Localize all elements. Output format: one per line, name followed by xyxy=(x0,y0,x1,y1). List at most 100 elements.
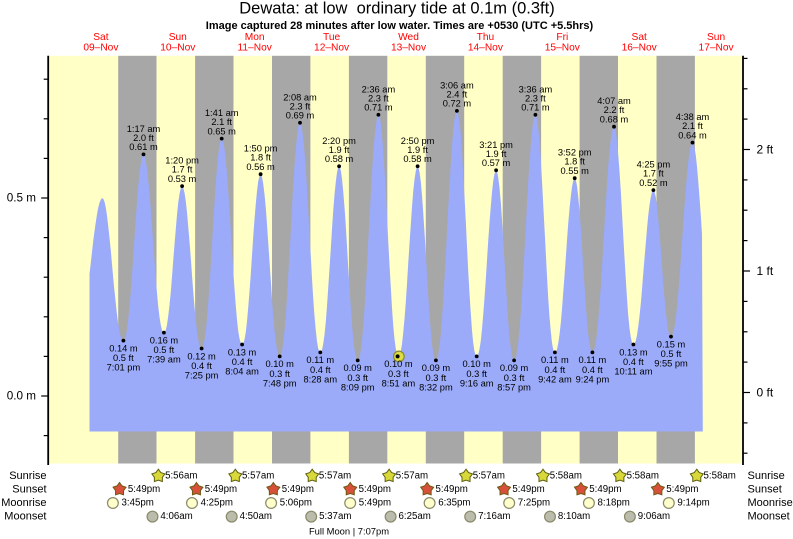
svg-text:15–Nov: 15–Nov xyxy=(545,42,581,53)
svg-text:9:06am: 9:06am xyxy=(638,511,670,522)
svg-text:6:25am: 6:25am xyxy=(399,511,431,522)
svg-text:11–Nov: 11–Nov xyxy=(238,42,273,53)
svg-text:0.13 m: 0.13 m xyxy=(228,347,257,357)
svg-text:2.1 ft: 2.1 ft xyxy=(211,117,232,127)
svg-text:Full Moon | 7:07pm: Full Moon | 7:07pm xyxy=(309,525,389,536)
svg-text:Mon: Mon xyxy=(245,32,265,43)
svg-text:0.4 ft: 0.4 ft xyxy=(582,365,603,375)
svg-text:0.56 m: 0.56 m xyxy=(246,162,275,172)
svg-text:0.5 ft: 0.5 ft xyxy=(154,345,175,355)
svg-text:Image captured 28 minutes afte: Image captured 28 minutes after low wate… xyxy=(206,20,594,32)
svg-text:0.58 m: 0.58 m xyxy=(403,154,432,164)
svg-text:5:49pm: 5:49pm xyxy=(282,484,314,495)
svg-text:0.68 m: 0.68 m xyxy=(600,115,629,125)
svg-text:5:49pm: 5:49pm xyxy=(512,484,544,495)
svg-text:0.11 m: 0.11 m xyxy=(306,355,334,365)
svg-text:0.09 m: 0.09 m xyxy=(343,363,372,373)
svg-text:0.5 ft: 0.5 ft xyxy=(661,349,682,359)
svg-text:Moonset: Moonset xyxy=(748,511,790,523)
svg-text:3:21 pm: 3:21 pm xyxy=(479,140,513,150)
svg-text:1:20 pm: 1:20 pm xyxy=(165,156,199,166)
svg-text:0.5 ft: 0.5 ft xyxy=(113,353,134,363)
svg-text:5:58am: 5:58am xyxy=(627,471,659,482)
svg-text:0.55 m: 0.55 m xyxy=(560,166,589,176)
svg-text:9:24 pm: 9:24 pm xyxy=(576,374,610,384)
svg-text:3:52 pm: 3:52 pm xyxy=(558,148,592,158)
svg-text:0.61 m: 0.61 m xyxy=(129,142,158,152)
svg-text:0.64 m: 0.64 m xyxy=(678,130,707,140)
svg-text:Sun: Sun xyxy=(707,32,725,43)
svg-text:1.8 ft: 1.8 ft xyxy=(564,157,585,167)
svg-text:1.8 ft: 1.8 ft xyxy=(250,153,271,163)
svg-text:2.0 ft: 2.0 ft xyxy=(133,133,154,143)
svg-text:4:25pm: 4:25pm xyxy=(201,498,233,509)
svg-text:5:49pm: 5:49pm xyxy=(436,484,468,495)
svg-text:2:36 am: 2:36 am xyxy=(362,84,396,94)
svg-text:2.3 ft: 2.3 ft xyxy=(368,93,389,103)
svg-text:0.57 m: 0.57 m xyxy=(482,158,511,168)
svg-text:5:57am: 5:57am xyxy=(319,471,351,482)
svg-text:0.4 ft: 0.4 ft xyxy=(191,361,212,371)
svg-text:5:56am: 5:56am xyxy=(165,471,197,482)
svg-text:7:01 pm: 7:01 pm xyxy=(107,363,141,373)
svg-text:5:49pm: 5:49pm xyxy=(359,484,391,495)
svg-text:9:42 am: 9:42 am xyxy=(538,374,572,384)
svg-text:0.3 ft: 0.3 ft xyxy=(466,369,487,379)
svg-text:0.5 m: 0.5 m xyxy=(7,192,36,205)
svg-text:0.15 m: 0.15 m xyxy=(657,339,686,349)
svg-text:5:49pm: 5:49pm xyxy=(205,484,237,495)
svg-text:2 ft: 2 ft xyxy=(757,143,774,157)
svg-text:0 ft: 0 ft xyxy=(757,386,774,400)
svg-text:2:20 pm: 2:20 pm xyxy=(322,136,356,146)
svg-text:0.3 ft: 0.3 ft xyxy=(388,369,409,379)
svg-text:0.09 m: 0.09 m xyxy=(500,363,529,373)
svg-text:5:49pm: 5:49pm xyxy=(359,498,391,509)
svg-text:10:11 am: 10:11 am xyxy=(614,366,652,376)
svg-text:4:50am: 4:50am xyxy=(240,511,272,522)
svg-text:12–Nov: 12–Nov xyxy=(314,42,350,53)
svg-text:2.1 ft: 2.1 ft xyxy=(682,121,703,131)
svg-text:5:57am: 5:57am xyxy=(396,471,428,482)
svg-text:Thu: Thu xyxy=(477,32,495,43)
svg-text:Sunrise: Sunrise xyxy=(748,470,785,482)
svg-text:8:51 am: 8:51 am xyxy=(382,378,416,388)
svg-text:1:41 am: 1:41 am xyxy=(205,108,239,118)
svg-text:1:50 pm: 1:50 pm xyxy=(244,144,278,154)
svg-text:Sat: Sat xyxy=(632,32,647,43)
svg-text:Sunrise: Sunrise xyxy=(9,470,46,482)
svg-text:8:28 am: 8:28 am xyxy=(304,374,338,384)
svg-text:0.14 m: 0.14 m xyxy=(109,343,138,353)
svg-text:5:49pm: 5:49pm xyxy=(666,484,698,495)
svg-text:0.72 m: 0.72 m xyxy=(443,99,472,109)
svg-text:1.9 ft: 1.9 ft xyxy=(407,145,428,155)
svg-text:Fri: Fri xyxy=(556,32,568,43)
svg-text:2.3 ft: 2.3 ft xyxy=(525,93,546,103)
svg-text:0.65 m: 0.65 m xyxy=(207,126,236,136)
svg-text:13–Nov: 13–Nov xyxy=(391,42,427,53)
svg-text:0.58 m: 0.58 m xyxy=(325,154,354,164)
svg-text:5:37am: 5:37am xyxy=(319,511,351,522)
svg-text:1 ft: 1 ft xyxy=(757,264,774,278)
svg-text:1.9 ft: 1.9 ft xyxy=(486,149,507,159)
svg-text:9:16 am: 9:16 am xyxy=(460,378,494,388)
svg-text:2.3 ft: 2.3 ft xyxy=(290,101,311,111)
svg-text:Moonrise: Moonrise xyxy=(748,497,793,509)
svg-text:0.11 m: 0.11 m xyxy=(541,355,569,365)
svg-text:0.4 ft: 0.4 ft xyxy=(232,357,253,367)
svg-text:Moonrise: Moonrise xyxy=(1,497,46,509)
svg-text:10–Nov: 10–Nov xyxy=(160,42,196,53)
svg-text:4:06am: 4:06am xyxy=(160,511,192,522)
svg-text:3:45pm: 3:45pm xyxy=(122,498,154,509)
svg-text:0.53 m: 0.53 m xyxy=(168,174,197,184)
svg-text:8:10am: 8:10am xyxy=(558,511,590,522)
svg-text:1.9 ft: 1.9 ft xyxy=(329,145,350,155)
svg-text:5:57am: 5:57am xyxy=(473,471,505,482)
svg-text:Sunset: Sunset xyxy=(748,483,782,495)
svg-text:3:06 am: 3:06 am xyxy=(440,80,474,90)
svg-text:6:35pm: 6:35pm xyxy=(438,498,470,509)
svg-text:Sun: Sun xyxy=(169,32,187,43)
svg-text:0.4 ft: 0.4 ft xyxy=(310,365,331,375)
svg-text:7:48 pm: 7:48 pm xyxy=(263,378,297,388)
svg-text:8:18pm: 8:18pm xyxy=(598,498,630,509)
svg-text:3:36 am: 3:36 am xyxy=(519,84,553,94)
